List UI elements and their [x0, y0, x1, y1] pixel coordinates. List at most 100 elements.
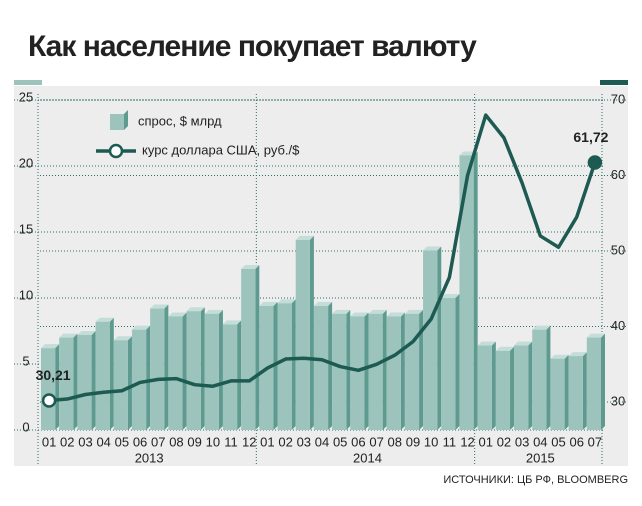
bar-side: [491, 341, 496, 430]
bar: [313, 305, 329, 430]
bar: [441, 298, 456, 430]
x-tick-label: 01: [260, 434, 274, 449]
bar-top: [350, 312, 369, 317]
bar-side: [109, 317, 114, 430]
y2-tick-label: 30: [611, 393, 625, 408]
line: [48, 113, 597, 403]
bar: [459, 155, 474, 430]
bar-side: [473, 151, 478, 430]
x-tick-label: 06: [569, 434, 583, 449]
x-tick-label: 05: [333, 434, 347, 449]
x-tick-label: 11: [443, 434, 457, 449]
x-tick-label: 06: [133, 434, 147, 449]
x-tick-label: 08: [388, 434, 402, 449]
bar-side: [382, 309, 387, 430]
line-marker: [41, 393, 57, 408]
line-marker: [587, 155, 603, 170]
x-tick-label: 12: [460, 434, 474, 449]
bar-side: [528, 341, 533, 430]
bar-side: [200, 307, 205, 430]
x-tick-label: 04: [533, 434, 547, 449]
bar-top: [313, 301, 333, 306]
bar-top: [477, 341, 496, 346]
bar-side: [328, 301, 333, 430]
y-tick-label: 10: [19, 287, 33, 302]
bar: [386, 316, 401, 430]
y-tick-label: 0: [22, 419, 29, 434]
x-tick-label: 03: [78, 434, 92, 449]
x-tick-label: 02: [497, 434, 511, 449]
bar-side: [291, 299, 296, 430]
bar: [477, 345, 492, 430]
y2-tick-label: 70: [611, 91, 625, 106]
bar-side: [146, 325, 151, 430]
bar: [77, 334, 92, 430]
bar-top: [332, 309, 351, 314]
bar: [404, 313, 420, 430]
x-tick-label: 03: [515, 434, 529, 449]
bar-top: [586, 333, 605, 338]
x-tick-label: 10: [206, 434, 220, 449]
right-axis-marker: [600, 80, 628, 85]
bar: [150, 308, 165, 430]
bar: [295, 239, 310, 430]
x-tick-label: 08: [169, 434, 183, 449]
bar: [95, 321, 110, 430]
legend-swatch: [110, 114, 124, 130]
x-tick-label: 07: [588, 434, 602, 449]
bar-top: [404, 309, 424, 314]
bar-side: [546, 325, 551, 430]
y-tick-label: 20: [19, 155, 33, 170]
bar: [277, 303, 292, 430]
bar-side: [73, 333, 78, 430]
bar: [495, 350, 511, 430]
bar: [568, 356, 583, 430]
bar-side: [437, 246, 442, 430]
x-tick-label: 02: [60, 434, 74, 449]
source: ИСТОЧНИКИ: ЦБ РФ, BLOOMBERG: [443, 474, 628, 486]
bar-top: [277, 299, 296, 304]
x-tick-label: 07: [369, 434, 383, 449]
bar: [241, 268, 256, 430]
bar: [168, 316, 183, 430]
y-tick-label: 5: [22, 353, 29, 368]
bar-top: [568, 352, 587, 357]
bar-side: [55, 344, 60, 430]
y2-tick-label: 40: [611, 318, 625, 333]
bar: [59, 337, 74, 430]
bar-top: [150, 304, 169, 309]
x-tick-label: 07: [151, 434, 165, 449]
bar-side: [419, 309, 424, 430]
bar-side: [164, 304, 169, 430]
legend-label: спрос, $ млрд: [138, 113, 222, 128]
bar-top: [41, 344, 60, 349]
bar-top: [113, 336, 132, 341]
bar-side: [364, 312, 369, 430]
bar-top: [423, 246, 442, 251]
x-tick-label: 03: [297, 434, 311, 449]
bar-top: [495, 346, 515, 351]
bar: [368, 313, 383, 430]
bar-side: [510, 346, 515, 430]
bar: [131, 329, 147, 430]
bar: [586, 337, 601, 430]
bar-top: [186, 307, 205, 312]
left-axis-marker: [14, 80, 42, 85]
bar: [204, 313, 219, 430]
data-label: 61,72: [573, 129, 608, 145]
bar: [350, 316, 365, 430]
bar: [186, 311, 201, 430]
x-tick-label: 09: [187, 434, 201, 449]
x-tick-label: 02: [278, 434, 292, 449]
x-tick-label: 04: [96, 434, 110, 449]
bar-top: [386, 312, 405, 317]
bar-top: [441, 294, 460, 298]
year-label: 2014: [353, 450, 382, 465]
year-label: 2015: [526, 450, 555, 465]
bar: [550, 358, 565, 430]
bar-side: [182, 312, 187, 430]
x-tick-label: 01: [42, 434, 56, 449]
x-tick-label: 01: [479, 434, 493, 449]
bar: [332, 313, 347, 430]
chart-title: Как население покупает валюту: [28, 30, 477, 63]
